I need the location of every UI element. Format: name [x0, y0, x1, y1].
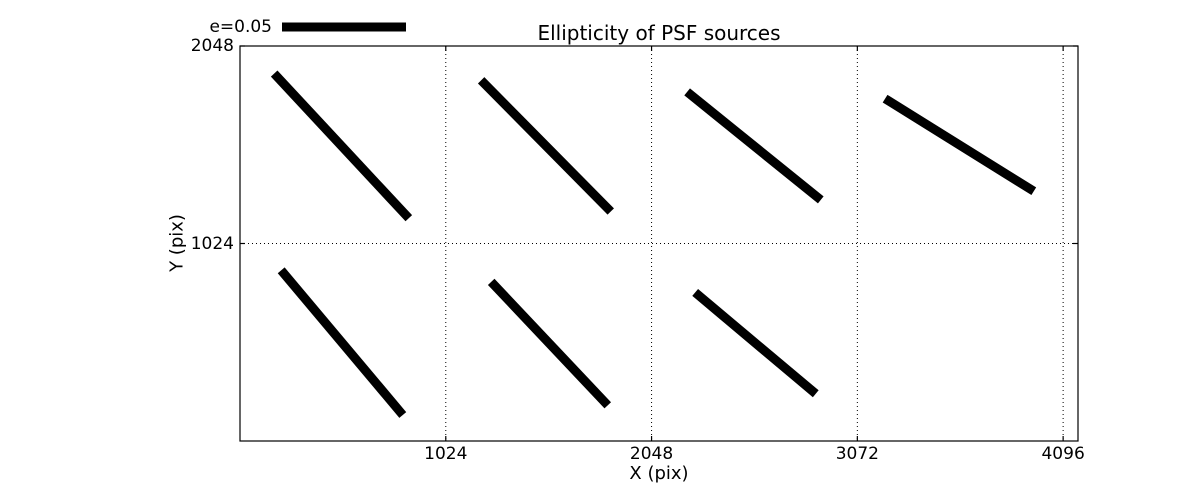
x-tick-label: 4096	[1041, 444, 1085, 464]
whisker-segment	[277, 267, 407, 418]
whisker-segment	[684, 88, 824, 204]
y-axis-label: Y (pix)	[166, 214, 188, 272]
whisker-segment	[477, 77, 614, 215]
whisker-segment	[270, 70, 413, 222]
x-tick-label: 1024	[424, 444, 468, 464]
whisker-segment	[882, 94, 1037, 196]
legend-label: e=0.05	[209, 17, 272, 37]
x-tick-label: 2048	[629, 444, 674, 464]
y-tick-label: 2048	[190, 36, 234, 56]
whisker-segment	[692, 289, 819, 398]
x-axis-label: X (pix)	[629, 463, 689, 484]
x-tick-label: 3072	[835, 444, 879, 464]
chart-title: Ellipticity of PSF sources	[537, 21, 781, 45]
y-tick-label: 1024	[190, 233, 234, 254]
whisker-segment	[487, 278, 612, 409]
